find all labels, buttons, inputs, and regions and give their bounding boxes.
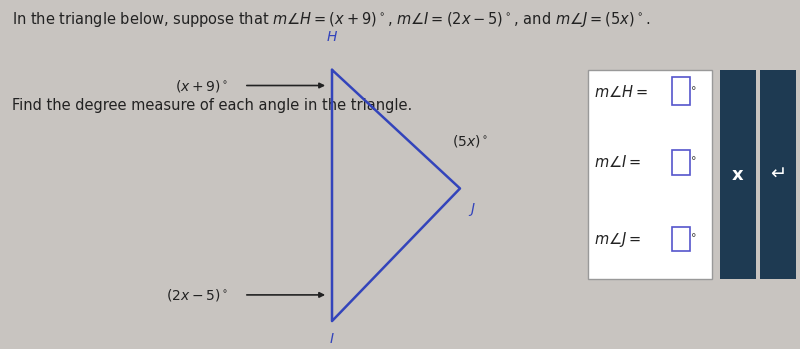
FancyBboxPatch shape	[588, 70, 712, 279]
Text: H: H	[327, 30, 337, 44]
FancyBboxPatch shape	[672, 77, 690, 105]
Text: °: °	[691, 86, 697, 96]
Text: $(5x)^\circ$: $(5x)^\circ$	[452, 133, 488, 149]
FancyBboxPatch shape	[720, 70, 756, 279]
FancyBboxPatch shape	[760, 70, 796, 279]
Text: $m\angle I=$: $m\angle I=$	[594, 154, 641, 170]
FancyBboxPatch shape	[672, 227, 690, 251]
Text: $m\angle J=$: $m\angle J=$	[594, 230, 641, 248]
Text: $(2x - 5)^\circ$: $(2x - 5)^\circ$	[166, 287, 228, 303]
Text: ↵: ↵	[770, 165, 786, 184]
Text: $(x + 9)^\circ$: $(x + 9)^\circ$	[174, 77, 228, 94]
Text: Find the degree measure of each angle in the triangle.: Find the degree measure of each angle in…	[12, 98, 412, 113]
Text: J: J	[470, 202, 474, 216]
Text: In the triangle below, suppose that $m\angle H=(x+9)^\circ$, $m\angle I=(2x-5)^\: In the triangle below, suppose that $m\a…	[12, 10, 650, 29]
Text: $m\angle H=$: $m\angle H=$	[594, 84, 647, 101]
FancyBboxPatch shape	[672, 150, 690, 174]
Text: °: °	[691, 233, 697, 243]
Text: I: I	[330, 332, 334, 346]
Text: x: x	[732, 165, 744, 184]
Text: °: °	[691, 156, 697, 166]
